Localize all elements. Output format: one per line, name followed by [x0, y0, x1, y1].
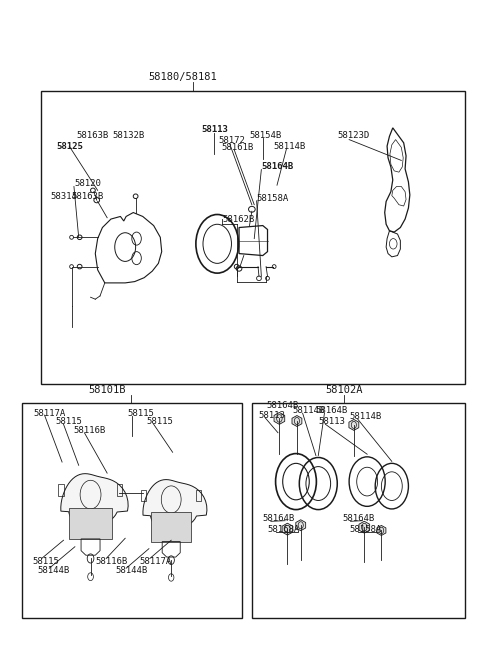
- Text: 58314: 58314: [50, 192, 77, 201]
- Text: 58123D: 58123D: [337, 131, 370, 139]
- Bar: [151, 512, 192, 541]
- Text: 58132B: 58132B: [113, 131, 145, 139]
- Text: 58164B: 58164B: [263, 514, 295, 523]
- Text: 58115: 58115: [127, 409, 154, 418]
- Bar: [41, 91, 466, 384]
- Text: 58125: 58125: [56, 142, 83, 150]
- Text: 58164B: 58164B: [266, 401, 299, 410]
- Text: 58144B: 58144B: [116, 566, 148, 576]
- Text: 58162B: 58162B: [222, 215, 254, 223]
- Bar: [58, 484, 64, 496]
- Polygon shape: [292, 415, 302, 426]
- Text: 58172: 58172: [219, 137, 246, 145]
- Bar: [117, 484, 122, 496]
- Text: 58154B: 58154B: [250, 131, 282, 139]
- Text: 58113: 58113: [318, 417, 345, 426]
- Text: 58163B: 58163B: [72, 192, 104, 201]
- Text: 58113: 58113: [201, 125, 228, 134]
- Polygon shape: [349, 419, 359, 430]
- Text: 58161B: 58161B: [221, 143, 253, 152]
- Text: 58115: 58115: [146, 417, 173, 426]
- Polygon shape: [61, 474, 128, 526]
- Text: 58115: 58115: [33, 556, 60, 566]
- Text: 58102A: 58102A: [325, 385, 363, 395]
- Text: 58164B: 58164B: [261, 162, 294, 171]
- Polygon shape: [143, 480, 207, 529]
- Bar: [141, 489, 146, 501]
- Text: 58114B: 58114B: [273, 142, 305, 150]
- Polygon shape: [377, 526, 386, 535]
- Text: 58144B: 58144B: [37, 566, 69, 576]
- Text: 58117A: 58117A: [139, 556, 172, 566]
- Text: 58113: 58113: [258, 411, 285, 420]
- Polygon shape: [392, 187, 406, 206]
- Polygon shape: [274, 413, 285, 424]
- Text: 58163B: 58163B: [76, 131, 108, 139]
- Polygon shape: [296, 520, 306, 531]
- Text: 58180/58181: 58180/58181: [149, 72, 217, 82]
- Text: 58101B: 58101B: [88, 385, 126, 395]
- Text: 58158A: 58158A: [257, 194, 289, 203]
- Text: 58114B: 58114B: [349, 412, 382, 421]
- Text: 58116B: 58116B: [96, 556, 128, 566]
- Text: 58158A: 58158A: [349, 525, 382, 533]
- Text: 58117A: 58117A: [34, 409, 66, 418]
- Text: 58164B: 58164B: [315, 406, 347, 415]
- Polygon shape: [359, 521, 370, 533]
- Polygon shape: [390, 139, 403, 172]
- Text: 58115: 58115: [55, 417, 82, 426]
- Bar: [69, 508, 112, 539]
- Text: 58116B: 58116B: [73, 426, 105, 436]
- Bar: [196, 489, 202, 501]
- Text: 58114B: 58114B: [292, 406, 324, 415]
- Text: 58164B: 58164B: [342, 514, 374, 523]
- Bar: [252, 403, 466, 618]
- Polygon shape: [282, 523, 293, 535]
- Text: 58168A: 58168A: [267, 525, 300, 533]
- Bar: [22, 403, 242, 618]
- Text: 58120: 58120: [74, 179, 101, 189]
